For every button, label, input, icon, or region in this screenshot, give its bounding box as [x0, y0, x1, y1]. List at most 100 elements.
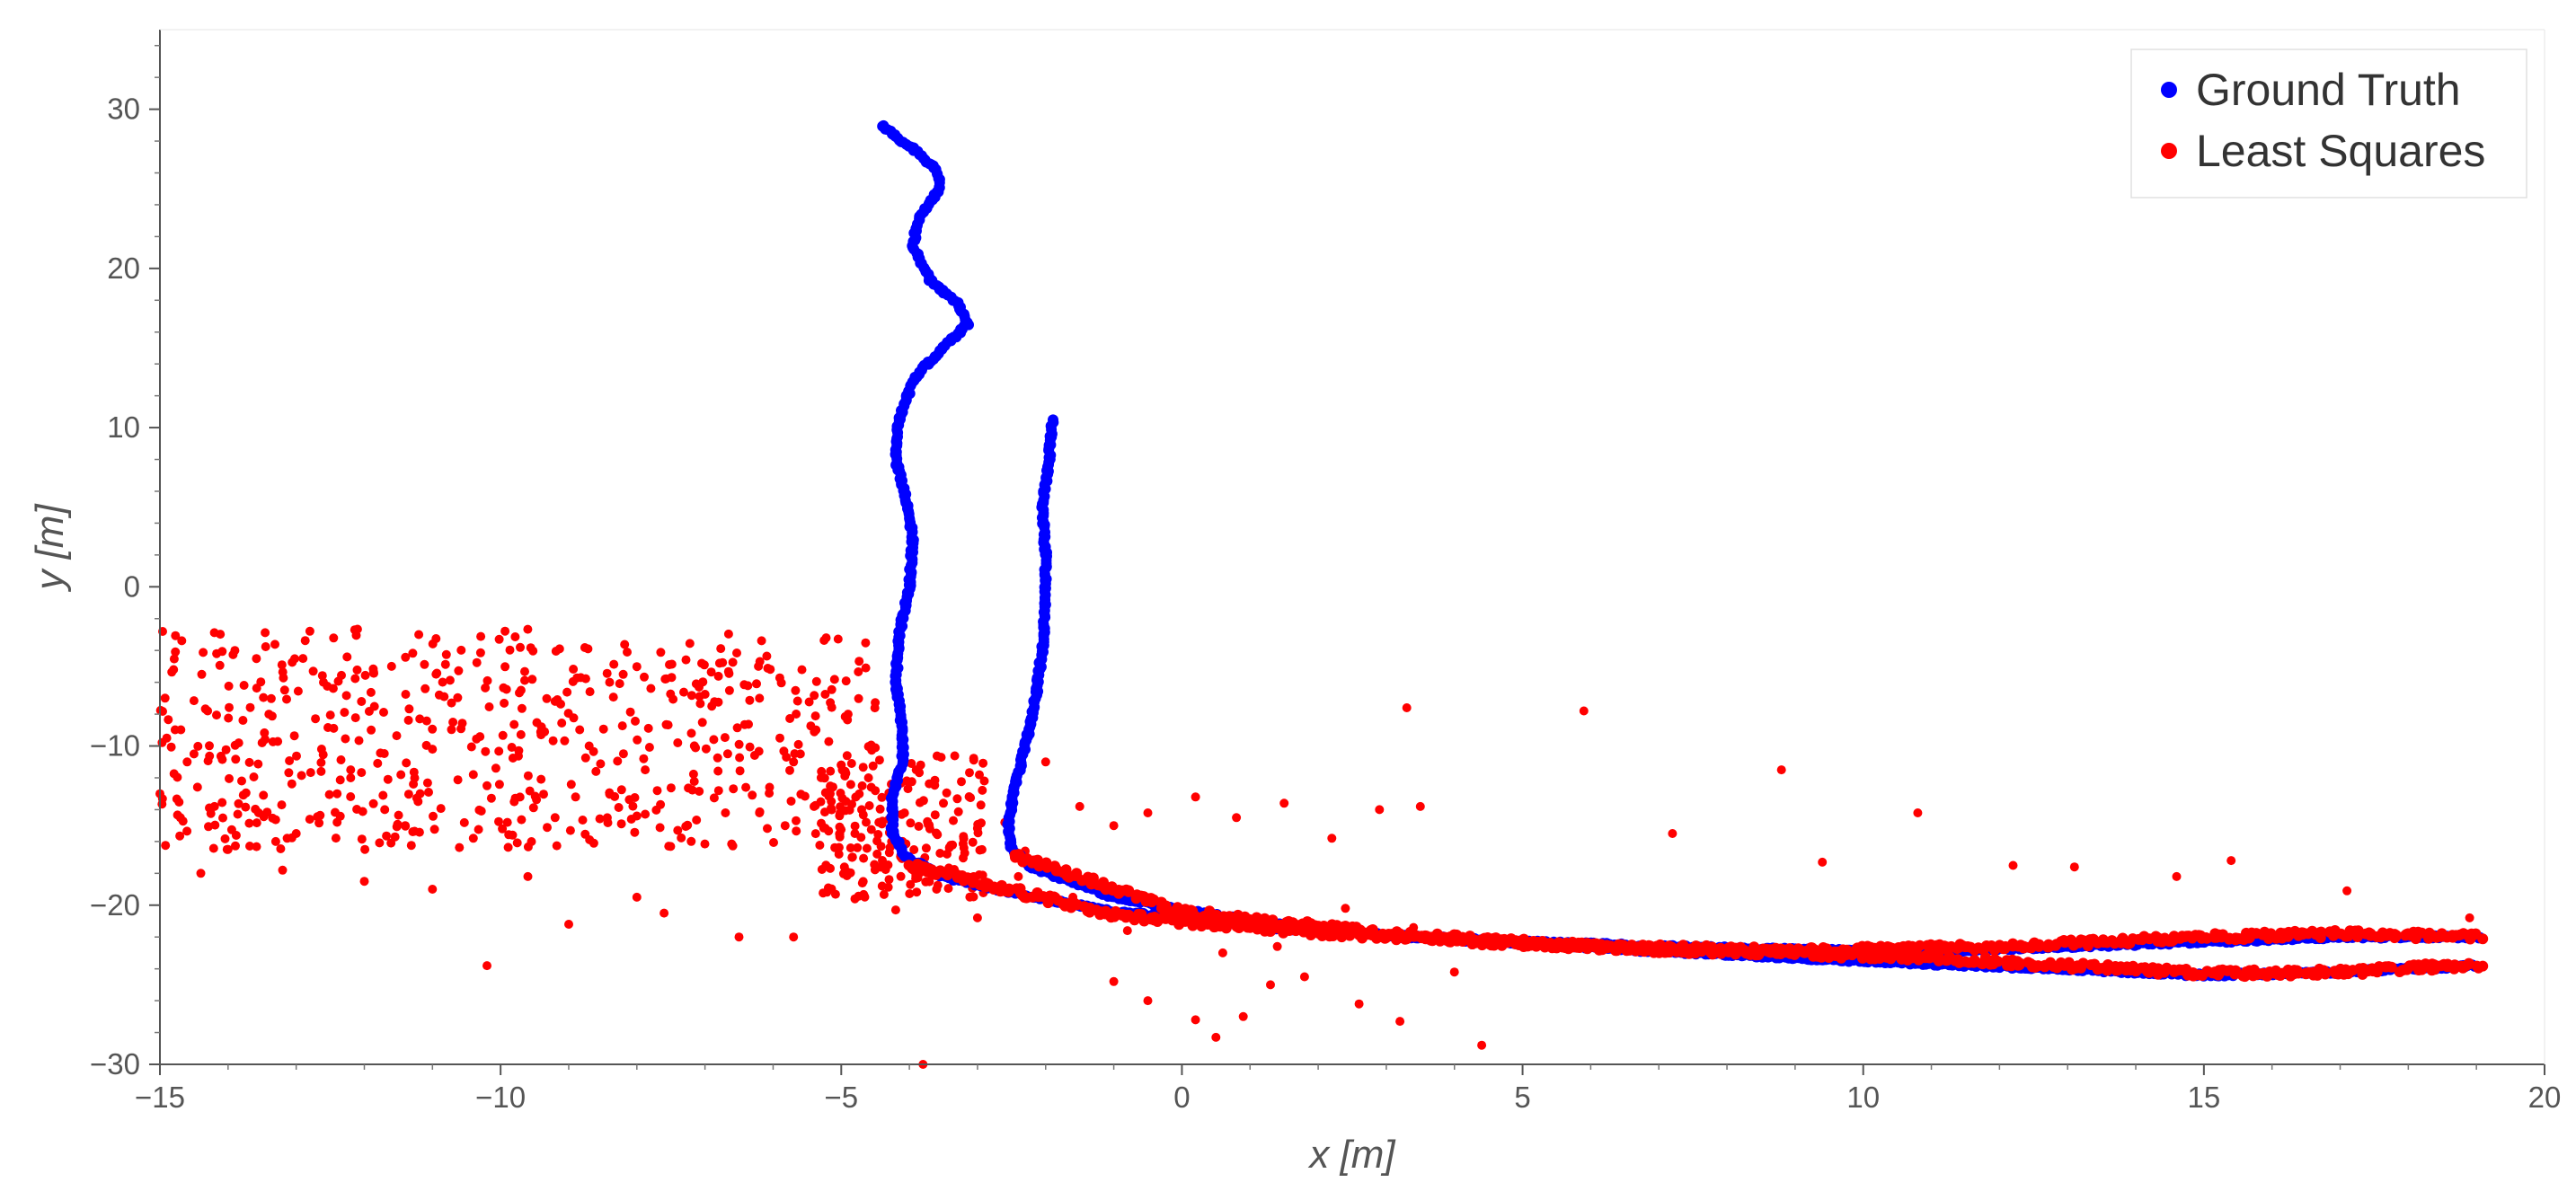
least-squares-point	[827, 684, 837, 694]
least-squares-point	[502, 817, 512, 827]
least-squares-point	[691, 679, 701, 689]
legend-label: Least Squares	[2196, 126, 2485, 176]
least-squares-point	[482, 781, 491, 790]
least-squares-point	[375, 838, 385, 848]
least-squares-point	[909, 845, 919, 854]
least-squares-point	[346, 792, 356, 801]
least-squares-point	[392, 822, 402, 832]
least-squares-point	[220, 834, 230, 843]
least-squares-point	[1818, 857, 1828, 867]
least-squares-point	[769, 838, 778, 847]
least-squares-point	[491, 763, 500, 773]
least-squares-point	[835, 829, 845, 839]
least-squares-point	[1191, 1015, 1200, 1025]
least-squares-point	[643, 723, 653, 733]
least-squares-point	[336, 755, 346, 764]
least-squares-point	[1143, 808, 1153, 817]
least-squares-point	[969, 892, 978, 902]
least-squares-point	[907, 759, 916, 768]
least-squares-point	[285, 756, 295, 765]
least-squares-point	[193, 741, 203, 751]
least-squares-point	[261, 628, 270, 638]
least-squares-point	[846, 759, 856, 768]
least-squares-point	[1238, 1011, 1248, 1021]
least-squares-point	[797, 665, 807, 675]
least-squares-point	[700, 839, 710, 849]
least-squares-point	[1776, 765, 1786, 775]
least-squares-point	[866, 740, 876, 750]
least-squares-point	[481, 683, 491, 693]
least-squares-point	[785, 714, 795, 723]
least-squares-point	[748, 790, 757, 800]
least-squares-point	[566, 780, 576, 790]
least-squares-point	[305, 815, 314, 825]
y-tick-label: −20	[90, 888, 140, 922]
least-squares-point	[401, 821, 411, 831]
least-squares-point	[890, 905, 900, 915]
track-point	[2477, 960, 2489, 972]
least-squares-point	[279, 673, 288, 683]
least-squares-point	[357, 834, 367, 844]
x-tick-label: 15	[2187, 1081, 2220, 1114]
least-squares-point	[261, 642, 270, 651]
least-squares-point	[352, 805, 362, 814]
least-squares-point	[615, 679, 624, 689]
least-squares-point	[217, 798, 227, 807]
least-squares-point	[952, 794, 962, 804]
least-squares-point	[523, 842, 533, 851]
least-squares-point	[735, 753, 745, 763]
least-squares-point	[366, 687, 376, 697]
least-squares-point	[729, 784, 739, 794]
least-squares-point	[408, 648, 418, 658]
least-squares-point	[239, 681, 249, 690]
least-squares-point	[863, 773, 873, 782]
least-squares-point	[709, 793, 719, 803]
least-squares-point	[575, 725, 585, 735]
least-squares-point	[939, 798, 948, 808]
least-squares-point	[520, 675, 529, 685]
least-squares-point	[169, 769, 179, 779]
least-squares-point	[792, 816, 801, 825]
least-squares-point	[860, 892, 870, 902]
least-squares-point	[2342, 886, 2352, 895]
least-squares-point	[789, 757, 799, 767]
least-squares-point	[383, 774, 393, 784]
least-squares-point	[755, 693, 765, 703]
least-squares-point	[244, 757, 254, 767]
least-squares-point	[854, 667, 863, 676]
least-squares-point	[324, 790, 334, 799]
track-point	[2477, 933, 2489, 945]
least-squares-point	[734, 739, 744, 749]
least-squares-point	[241, 788, 251, 798]
least-squares-point	[695, 787, 704, 796]
least-squares-point	[252, 818, 261, 828]
least-squares-point	[231, 841, 240, 851]
least-squares-scatter	[155, 630, 2474, 1069]
least-squares-point	[871, 698, 881, 708]
least-squares-point	[486, 793, 496, 803]
least-squares-point	[628, 801, 638, 811]
least-squares-point	[620, 640, 630, 649]
y-tick-label: 0	[124, 569, 140, 603]
track-point	[2386, 961, 2397, 973]
least-squares-point	[528, 803, 538, 813]
least-squares-point	[256, 677, 266, 687]
least-squares-point	[836, 802, 845, 812]
least-squares-point	[262, 807, 272, 817]
least-squares-point	[500, 626, 510, 636]
least-squares-point	[969, 754, 978, 763]
least-squares-point	[332, 789, 342, 798]
least-squares-point	[874, 755, 884, 765]
least-squares-point	[314, 818, 324, 828]
least-squares-point	[745, 742, 755, 752]
least-squares-point	[618, 669, 628, 679]
least-squares-point	[630, 827, 640, 837]
least-squares-point	[930, 810, 940, 820]
least-squares-point	[1279, 798, 1289, 808]
track-point	[1562, 943, 1574, 955]
least-squares-point	[785, 765, 794, 775]
least-squares-point	[884, 875, 894, 885]
least-squares-point	[791, 685, 801, 695]
least-squares-point	[468, 834, 478, 843]
least-squares-point	[252, 654, 261, 664]
